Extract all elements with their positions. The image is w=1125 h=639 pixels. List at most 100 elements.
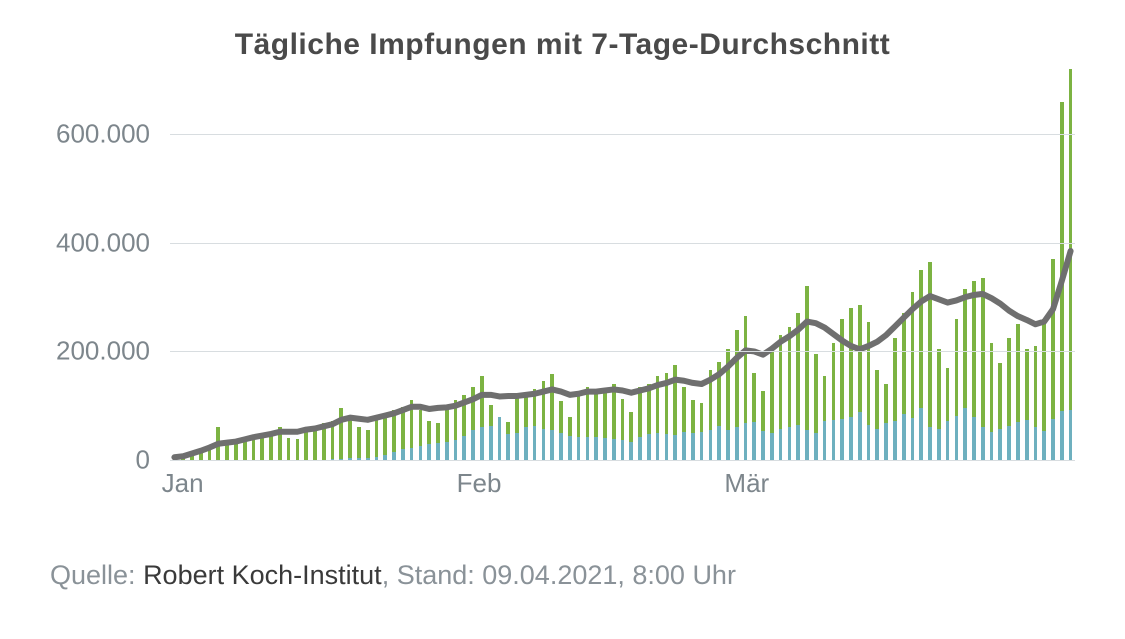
bar (577, 80, 581, 460)
bar-second-dose (691, 433, 695, 460)
bar-second-dose (1060, 411, 1064, 460)
source-caption: Quelle: Robert Koch-Institut, Stand: 09.… (50, 560, 736, 591)
bar (761, 80, 765, 460)
bar-second-dose (559, 433, 563, 460)
bar-first-dose (427, 421, 431, 444)
bar-first-dose (454, 400, 458, 440)
bar-second-dose (1069, 410, 1073, 460)
bar (1060, 80, 1064, 460)
bar-first-dose (823, 376, 827, 421)
bar-second-dose (498, 417, 502, 460)
bar-first-dose (981, 278, 985, 427)
bar-first-dose (401, 407, 405, 449)
bar (779, 80, 783, 460)
bar-first-dose (542, 381, 546, 428)
bar-second-dose (858, 412, 862, 460)
source-suffix: , Stand: 09.04.2021, 8:00 Uhr (382, 560, 736, 590)
bar-second-dose (524, 427, 528, 460)
bar-first-dose (515, 398, 519, 433)
bar-first-dose (998, 363, 1002, 428)
chart-container: Tägliche Impfungen mit 7-Tage-Durchschni… (0, 0, 1125, 639)
bar (709, 80, 713, 460)
bar (673, 80, 677, 460)
bar-second-dose (436, 443, 440, 460)
bar-second-dose (946, 421, 950, 460)
bar-first-dose (471, 387, 475, 430)
bar (216, 80, 220, 460)
bar-second-dose (656, 433, 660, 460)
bar (937, 80, 941, 460)
bar-first-dose (893, 338, 897, 421)
bar (550, 80, 554, 460)
bar (445, 80, 449, 460)
bar-first-dose (796, 313, 800, 424)
bar (1051, 80, 1055, 460)
bar-second-dose (506, 434, 510, 460)
bar (770, 80, 774, 460)
bar-second-dose (902, 414, 906, 460)
bar-first-dose (366, 430, 370, 458)
bar-first-dose (832, 343, 836, 420)
bar-first-dose (462, 395, 466, 436)
chart-plot-area: 0200.000400.000600.000 (40, 80, 1085, 460)
bar (480, 80, 484, 460)
bar (805, 80, 809, 460)
bar (225, 80, 229, 460)
bar-first-dose (252, 436, 256, 460)
bar (594, 80, 598, 460)
bar-first-dose (911, 292, 915, 418)
bar-first-dose (717, 362, 721, 426)
bar (832, 80, 836, 460)
bar (506, 80, 510, 460)
bar-first-dose (586, 387, 590, 437)
bar (339, 80, 343, 460)
bar-second-dose (568, 436, 572, 460)
bar-first-dose (419, 410, 423, 446)
bar-second-dose (550, 430, 554, 460)
bar-second-dose (875, 429, 879, 460)
bar-second-dose (788, 427, 792, 460)
bar-second-dose (682, 432, 686, 460)
bar-first-dose (928, 262, 932, 428)
bar-second-dose (542, 429, 546, 460)
bar (893, 80, 897, 460)
bar-first-dose (577, 391, 581, 438)
bar (656, 80, 660, 460)
bar-first-dose (489, 405, 493, 427)
bar-second-dose (955, 416, 959, 461)
bar-second-dose (1025, 420, 1029, 460)
bar-second-dose (752, 422, 756, 460)
bar-second-dose (586, 437, 590, 460)
bar (814, 80, 818, 460)
source-link[interactable]: Robert Koch-Institut (143, 560, 382, 590)
bar-second-dose (761, 431, 765, 460)
bar-second-dose (814, 433, 818, 460)
bar-layer (170, 80, 1075, 460)
bar-first-dose (243, 437, 247, 460)
bar (928, 80, 932, 460)
bar-first-dose (963, 289, 967, 408)
bar (234, 80, 238, 460)
bar-first-dose (357, 427, 361, 458)
bar-second-dose (665, 434, 669, 460)
bar-first-dose (621, 399, 625, 440)
bar (744, 80, 748, 460)
bar (181, 80, 185, 460)
bar-first-dose (849, 308, 853, 417)
bar (955, 80, 959, 460)
bar-second-dose (805, 430, 809, 460)
x-tick-label: Jan (162, 468, 204, 499)
bar-first-dose (190, 452, 194, 460)
bar (427, 80, 431, 460)
bar (243, 80, 247, 460)
bar (348, 80, 352, 460)
bar (998, 80, 1002, 460)
bar-first-dose (392, 410, 396, 452)
bar (173, 80, 177, 460)
bar (612, 80, 616, 460)
bar (682, 80, 686, 460)
bar-second-dose (427, 444, 431, 460)
bar (875, 80, 879, 460)
bar-first-dose (603, 388, 607, 438)
bar (366, 80, 370, 460)
